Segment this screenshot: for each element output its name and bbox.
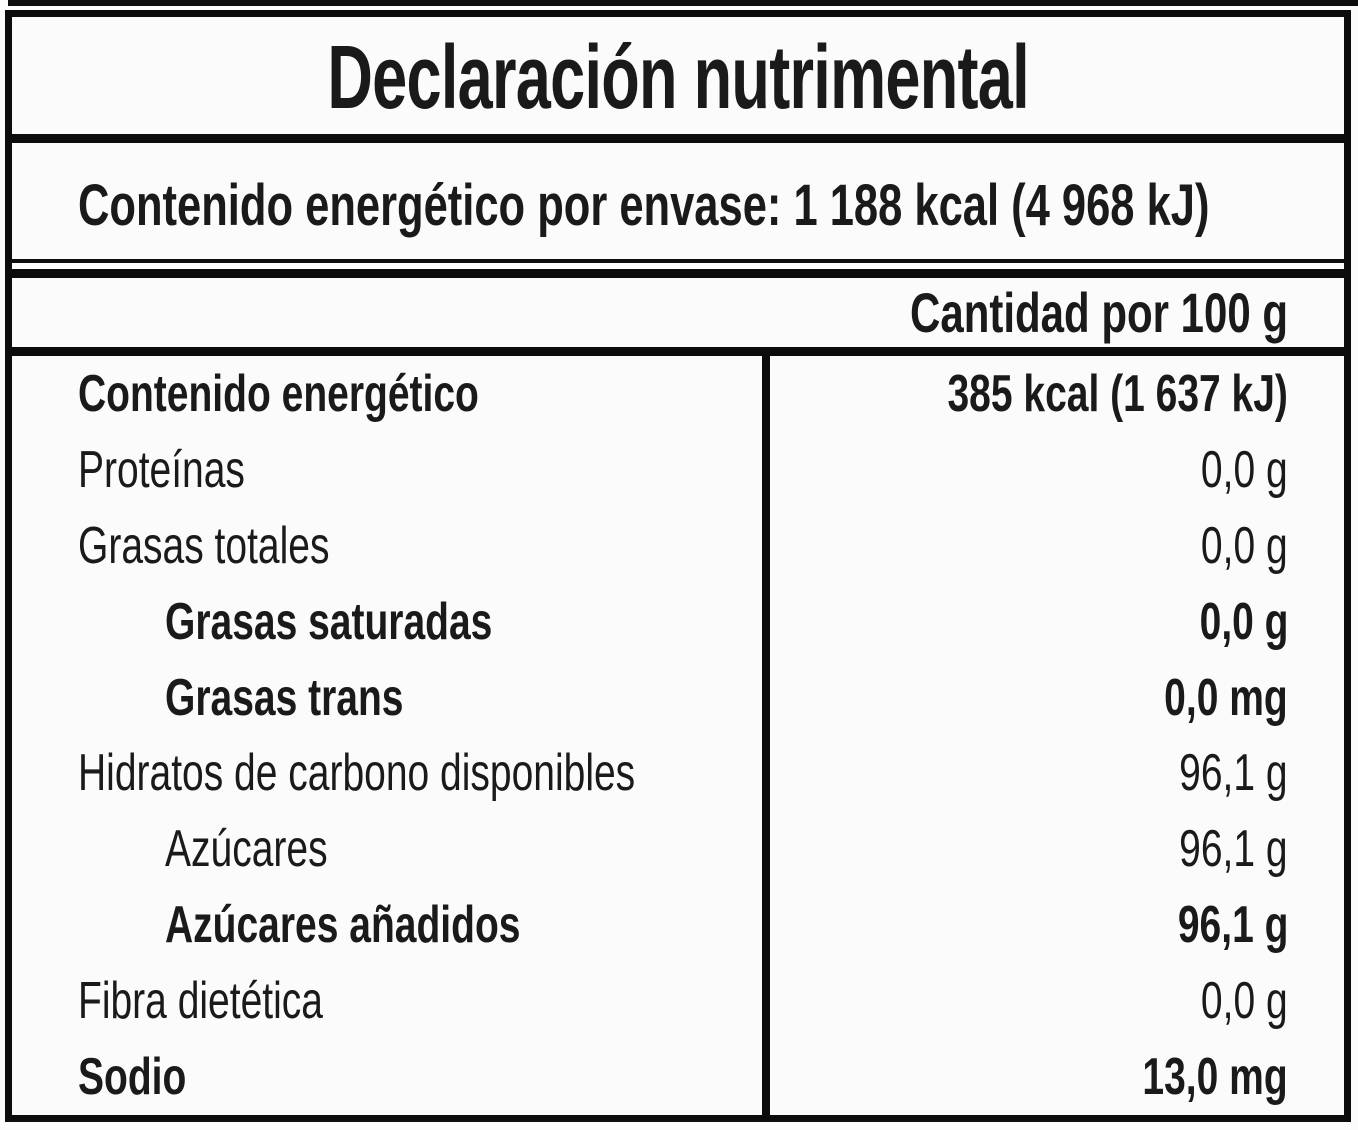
- table-row: Sodio 13,0 mg: [12, 1039, 1344, 1115]
- horizontal-divider: [12, 347, 1344, 356]
- top-rule: [8, 0, 1358, 6]
- nutrient-value-cell: 96,1 g: [762, 743, 1344, 803]
- nutrient-name: Fibra dietética: [78, 972, 323, 1031]
- nutrient-name-cell: Hidratos de carbono disponibles: [12, 743, 762, 803]
- nutrient-value-cell: 0,0 g: [762, 516, 1344, 576]
- nutrient-value-cell: 0,0 g: [762, 971, 1344, 1031]
- nutrient-value: 0,0 g: [1201, 972, 1288, 1031]
- table-row: Azúcares añadidos 96,1 g: [12, 887, 1344, 963]
- table-row: Grasas trans 0,0 mg: [12, 660, 1344, 736]
- table-row: Proteínas 0,0 g: [12, 432, 1344, 508]
- nutrient-value: 96,1 g: [1177, 896, 1288, 955]
- nutrient-name-cell: Sodio: [12, 1047, 762, 1107]
- nutrient-name: Contenido energético: [78, 364, 479, 423]
- table-row: Hidratos de carbono disponibles 96,1 g: [12, 736, 1344, 812]
- horizontal-divider: [12, 134, 1344, 143]
- nutrient-value-cell: 0,0 mg: [762, 668, 1344, 728]
- table-row: Fibra dietética 0,0 g: [12, 963, 1344, 1039]
- nutrient-value: 0,0 g: [1201, 440, 1288, 499]
- nutrient-name: Grasas totales: [78, 516, 330, 575]
- horizontal-divider: [12, 259, 1344, 263]
- nutrient-name-cell: Grasas saturadas: [12, 592, 762, 652]
- nutrient-name: Grasas trans: [165, 668, 404, 727]
- nutrient-name: Azúcares añadidos: [165, 896, 521, 955]
- table-row: Grasas totales 0,0 g: [12, 508, 1344, 584]
- nutrient-name-cell: Azúcares: [12, 819, 762, 879]
- horizontal-divider: [12, 269, 1344, 278]
- nutrition-label: Declaración nutrimental Contenido energé…: [5, 10, 1351, 1122]
- amount-per-100g-header: Cantidad por 100 g: [909, 281, 1288, 344]
- amount-per-100g-section: Cantidad por 100 g: [12, 278, 1344, 347]
- nutrient-name: Sodio: [78, 1048, 187, 1107]
- nutrient-name: Proteínas: [78, 440, 245, 499]
- nutrient-value-cell: 96,1 g: [762, 895, 1344, 955]
- nutrient-value: 96,1 g: [1179, 744, 1288, 803]
- nutrient-value: 385 kcal (1 637 kJ): [947, 364, 1288, 423]
- nutrient-value-cell: 13,0 mg: [762, 1047, 1344, 1107]
- nutrient-value: 0,0 g: [1199, 592, 1288, 651]
- nutrient-value-cell: 96,1 g: [762, 819, 1344, 879]
- nutrient-value: 96,1 g: [1179, 820, 1288, 879]
- nutrient-name-cell: Grasas trans: [12, 668, 762, 728]
- nutrition-table-rows: Contenido energético 385 kcal (1 637 kJ) P…: [12, 356, 1344, 1115]
- nutrient-name-cell: Proteínas: [12, 440, 762, 500]
- nutrition-table: Contenido energético 385 kcal (1 637 kJ) P…: [12, 356, 1344, 1115]
- table-row: Grasas saturadas 0,0 g: [12, 584, 1344, 660]
- nutrient-name-cell: Grasas totales: [12, 516, 762, 576]
- label-title-section: Declaración nutrimental: [12, 17, 1344, 134]
- nutrient-value: 13,0 mg: [1142, 1048, 1288, 1107]
- energy-per-package-text: Contenido energético por envase: 1 188 k…: [78, 172, 1210, 238]
- table-row: Contenido energético 385 kcal (1 637 kJ): [12, 356, 1344, 432]
- nutrient-name-cell: Azúcares añadidos: [12, 895, 762, 955]
- table-row: Azúcares 96,1 g: [12, 811, 1344, 887]
- nutrient-value: 0,0 g: [1201, 516, 1288, 575]
- nutrient-name-cell: Contenido energético: [12, 364, 762, 424]
- nutrient-value: 0,0 mg: [1164, 668, 1288, 727]
- label-title: Declaración nutrimental: [327, 28, 1029, 128]
- vertical-divider: [762, 356, 770, 1115]
- energy-per-package-section: Contenido energético por envase: 1 188 k…: [12, 143, 1344, 259]
- nutrient-name: Azúcares: [165, 820, 328, 879]
- nutrient-value-cell: 385 kcal (1 637 kJ): [762, 364, 1344, 424]
- nutrient-name: Grasas saturadas: [165, 592, 493, 651]
- nutrient-name-cell: Fibra dietética: [12, 971, 762, 1031]
- nutrient-value-cell: 0,0 g: [762, 440, 1344, 500]
- nutrient-name: Hidratos de carbono disponibles: [78, 744, 636, 803]
- nutrient-value-cell: 0,0 g: [762, 592, 1344, 652]
